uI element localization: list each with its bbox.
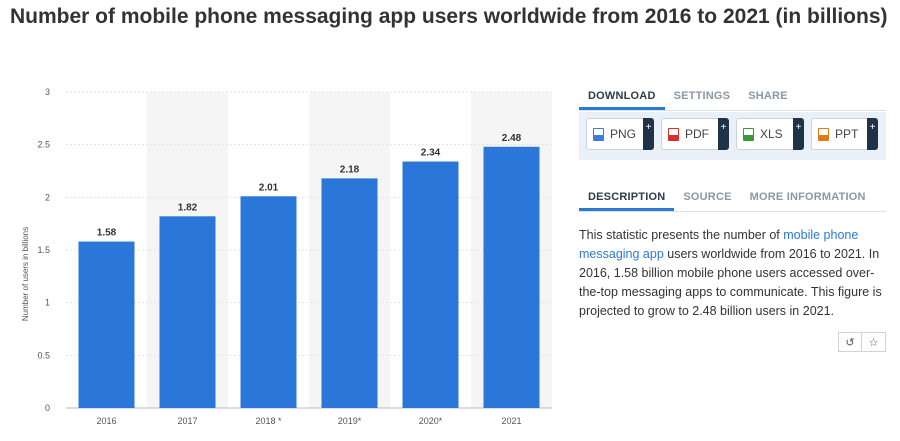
tab-description[interactable]: DESCRIPTION bbox=[579, 187, 675, 211]
bar-value-label: 2.01 bbox=[259, 182, 279, 193]
star-icon[interactable]: ☆ bbox=[862, 332, 886, 352]
download-label: PNG bbox=[610, 127, 637, 141]
y-tick-label: 0.5 bbox=[37, 350, 50, 360]
download-png-button[interactable]: PNG + bbox=[586, 118, 654, 150]
y-axis-label: Number of users in billions bbox=[21, 227, 30, 321]
bar-value-label: 2.34 bbox=[421, 148, 441, 159]
description-link[interactable]: mobile phone messaging app bbox=[579, 228, 859, 261]
x-tick-label: 2017 bbox=[177, 416, 197, 426]
y-tick-label: 1 bbox=[45, 298, 50, 308]
description-text: This statistic presents the number of mo… bbox=[579, 226, 886, 321]
action-buttons: ↺ ☆ bbox=[838, 332, 886, 352]
bar-value-label: 2.18 bbox=[340, 164, 360, 175]
plus-icon[interactable]: + bbox=[793, 118, 804, 150]
y-tick-label: 2 bbox=[45, 192, 50, 202]
page-title: Number of mobile phone messaging app use… bbox=[10, 5, 888, 28]
description-tabs: DESCRIPTION SOURCE MORE INFORMATION bbox=[579, 187, 886, 212]
x-tick-label: 2018 * bbox=[255, 416, 282, 426]
description-after: users worldwide from 2016 to 2021. In 20… bbox=[579, 247, 882, 318]
pdf-file-icon bbox=[668, 127, 679, 141]
bar-value-label: 1.82 bbox=[178, 202, 198, 213]
tab-download[interactable]: DOWNLOAD bbox=[579, 86, 665, 110]
bar-0[interactable] bbox=[78, 241, 135, 408]
ppt-file-icon bbox=[818, 127, 829, 141]
description-before: This statistic presents the number of bbox=[579, 228, 784, 242]
tab-source[interactable]: SOURCE bbox=[683, 191, 732, 203]
download-pdf-button[interactable]: PDF + bbox=[661, 118, 729, 150]
plus-icon[interactable]: + bbox=[718, 118, 729, 150]
y-tick-label: 0 bbox=[45, 403, 50, 413]
bar-2[interactable] bbox=[240, 196, 297, 408]
bar-value-label: 1.58 bbox=[97, 228, 117, 239]
xls-file-icon bbox=[743, 127, 754, 141]
png-file-icon bbox=[593, 127, 604, 141]
chart-grid bbox=[66, 91, 552, 409]
y-axis-ticks: 0 0.5 1 1.5 2 2.5 3 bbox=[37, 87, 50, 413]
tool-tabs: DOWNLOAD SETTINGS SHARE bbox=[579, 86, 886, 111]
tab-share[interactable]: SHARE bbox=[748, 90, 788, 102]
bar-chart: 1.58 1.82 2.01 2.18 2.34 2.48 0 0.5 1 1.5 2 2.5 3 2… bbox=[21, 87, 552, 426]
bar-value-label: 2.48 bbox=[502, 133, 522, 144]
plus-icon[interactable]: + bbox=[867, 118, 878, 150]
tab-more-information[interactable]: MORE INFORMATION bbox=[749, 191, 866, 203]
bar-3[interactable] bbox=[321, 178, 378, 408]
y-tick-label: 1.5 bbox=[37, 245, 50, 255]
x-tick-label: 2019* bbox=[338, 416, 362, 426]
download-panel: PNG + PDF + XLS + PPT + bbox=[579, 112, 886, 160]
bar-4[interactable] bbox=[402, 161, 459, 408]
bar-1[interactable] bbox=[159, 216, 216, 408]
chart: 1.58 1.82 2.01 2.18 2.34 2.48 0 0.5 1 1.5 2 2.5 3 2… bbox=[0, 80, 560, 441]
y-tick-label: 2.5 bbox=[37, 140, 50, 150]
download-label: XLS bbox=[760, 127, 783, 141]
y-tick-label: 3 bbox=[45, 87, 50, 97]
chart-bars: 1.58 1.82 2.01 2.18 2.34 2.48 bbox=[78, 133, 540, 409]
download-xls-button[interactable]: XLS + bbox=[736, 118, 804, 150]
x-tick-label: 2016 bbox=[96, 416, 116, 426]
side-panel: DOWNLOAD SETTINGS SHARE PNG + PDF + XLS + PPT + D… bbox=[579, 86, 886, 352]
download-ppt-button[interactable]: PPT + bbox=[811, 118, 878, 150]
download-label: PDF bbox=[685, 127, 709, 141]
plus-icon[interactable]: + bbox=[643, 118, 654, 150]
history-icon[interactable]: ↺ bbox=[838, 332, 862, 352]
download-label: PPT bbox=[835, 127, 859, 141]
bar-5[interactable] bbox=[483, 146, 540, 409]
x-axis-ticks: 2016 2017 2018 * 2019* 2020* 2021 bbox=[96, 416, 521, 426]
tab-settings[interactable]: SETTINGS bbox=[673, 90, 731, 102]
x-tick-label: 2020* bbox=[419, 416, 443, 426]
x-tick-label: 2021 bbox=[501, 416, 521, 426]
